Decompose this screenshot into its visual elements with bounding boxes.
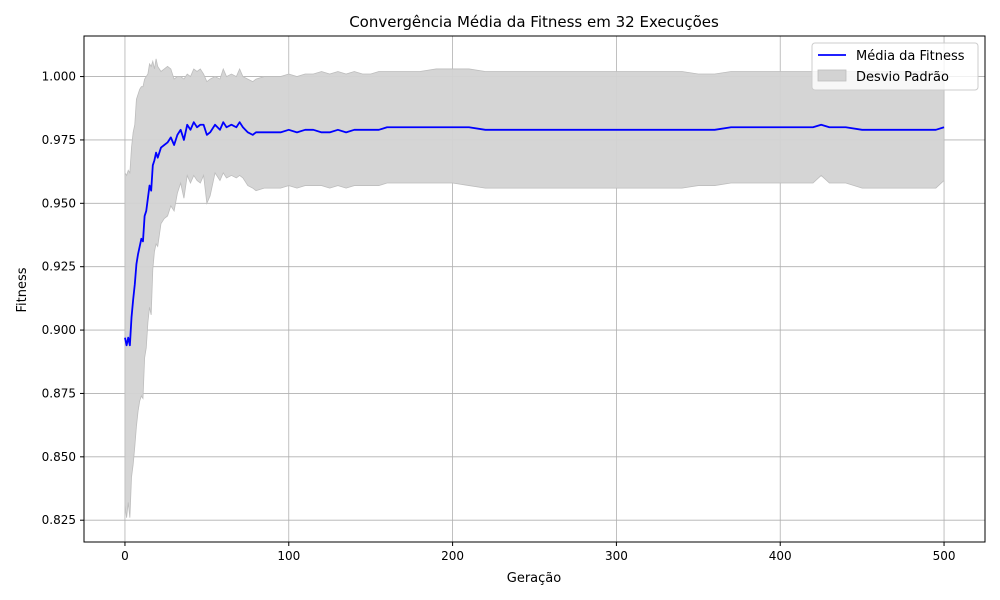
x-tick-label: 200 bbox=[441, 549, 464, 563]
mean-fitness-line bbox=[124, 121, 945, 347]
plot-area: 0 100 200 300 400 500 0.825 0.850 0.875 0.900 0.92… bbox=[42, 35, 986, 563]
x-tick-label: 400 bbox=[769, 549, 792, 563]
x-tick-label: 100 bbox=[277, 549, 300, 563]
legend-frame bbox=[811, 42, 979, 91]
x-tick-label: 300 bbox=[605, 549, 628, 563]
y-tick-label: 0.825 bbox=[42, 513, 76, 527]
y-tick-label: 1.000 bbox=[42, 70, 76, 84]
plot-frame bbox=[83, 35, 986, 543]
y-axis-title: Fitness bbox=[15, 267, 30, 312]
y-tick-label: 0.900 bbox=[42, 323, 76, 337]
x-axis-title: Geração bbox=[507, 571, 561, 586]
std-band-area bbox=[124, 58, 945, 518]
chart-title: Convergência Média da Fitness em 32 Exec… bbox=[349, 13, 719, 31]
y-tick-label: 0.950 bbox=[42, 196, 76, 210]
legend-mean-label: Média da Fitness bbox=[856, 49, 965, 64]
legend-std-swatch bbox=[817, 69, 847, 82]
y-tick-label: 0.875 bbox=[42, 386, 76, 400]
legend-std-label: Desvio Padrão bbox=[856, 70, 949, 85]
x-tick-label: 500 bbox=[933, 549, 956, 563]
y-tick-label: 0.850 bbox=[42, 450, 76, 464]
x-tick-label: 0 bbox=[121, 549, 129, 563]
legend: Média da Fitness Desvio Padrão bbox=[811, 42, 979, 91]
y-tick-label: 0.925 bbox=[42, 260, 76, 274]
y-tick-label: 0.975 bbox=[42, 133, 76, 147]
